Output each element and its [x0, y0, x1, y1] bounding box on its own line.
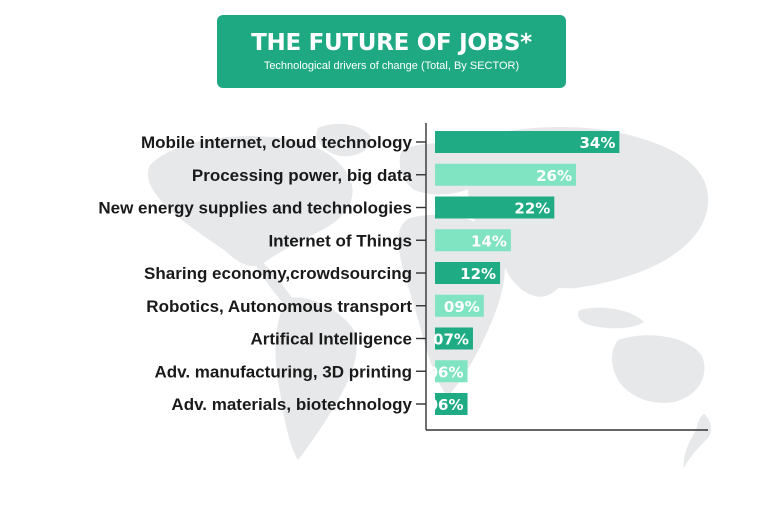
bar: [435, 393, 468, 415]
bar-value-label: 14%: [471, 232, 507, 250]
category-label: Robotics, Autonomous transport: [146, 297, 412, 316]
bar-value-label: 09%: [444, 298, 480, 316]
category-label: Sharing economy,crowdsourcing: [144, 264, 412, 283]
bar-value-label: 06%: [428, 363, 464, 381]
bar-value-label: 06%: [428, 396, 464, 414]
category-label: Mobile internet, cloud technology: [141, 133, 413, 152]
bar-value-label: 34%: [579, 134, 615, 152]
bar-value-label: 07%: [433, 331, 469, 349]
category-label: Internet of Things: [268, 231, 412, 250]
bar-value-label: 12%: [460, 265, 496, 283]
bar: [435, 294, 484, 317]
category-label: New energy supplies and technologies: [98, 199, 412, 218]
bar: [435, 229, 511, 252]
category-label: Adv. materials, biotechnology: [171, 395, 412, 414]
bar: [435, 131, 620, 153]
bar: [435, 262, 501, 284]
category-label: Processing power, big data: [192, 166, 413, 185]
chart-subtitle: Technological drivers of change (Total, …: [263, 60, 520, 72]
chart-title: THE FUTURE OF JOBS*: [251, 30, 532, 56]
category-label: Artifical Intelligence: [250, 330, 412, 349]
bar-value-label: 26%: [536, 167, 572, 185]
category-label: Adv. manufacturing, 3D printing: [154, 362, 412, 381]
bar-value-label: 22%: [514, 200, 550, 218]
bar: [435, 163, 576, 186]
bar: [435, 360, 468, 383]
bar: [435, 327, 473, 350]
bar: [435, 196, 555, 219]
title-banner: THE FUTURE OF JOBS* Technological driver…: [217, 15, 566, 88]
